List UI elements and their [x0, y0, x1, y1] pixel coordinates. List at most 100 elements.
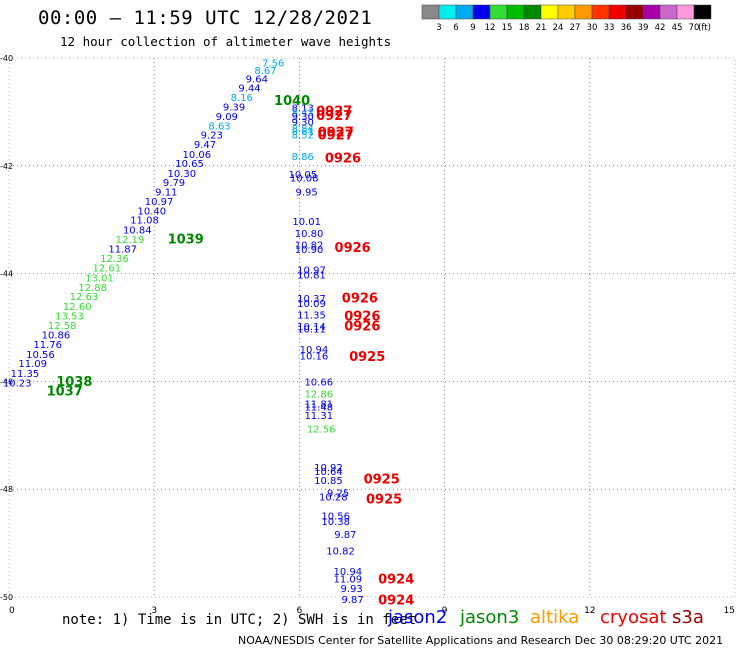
- data-point-label: 11.09: [18, 359, 47, 370]
- y-tick-label: -44: [0, 270, 13, 279]
- color-scale-label: 18: [519, 23, 530, 33]
- data-point-label: 12.63: [70, 292, 99, 303]
- color-scale-label: 70: [689, 23, 700, 33]
- data-point-label: 10.80: [295, 229, 324, 240]
- annotation-label: 0927: [318, 125, 354, 140]
- annotation-label: 1038: [56, 375, 92, 390]
- data-point-label: 10.56: [321, 512, 350, 523]
- data-point-label: 9.30: [292, 112, 314, 123]
- data-point-label: 9.25: [327, 488, 349, 499]
- data-point-label: 11.48: [304, 403, 333, 414]
- data-point-label: 10.56: [26, 350, 55, 361]
- data-point-label: 10.92: [314, 463, 343, 474]
- color-scale-swatch: [574, 4, 593, 20]
- color-scale-label: 30: [587, 23, 598, 33]
- data-point-label: 12.61: [92, 264, 121, 275]
- data-point-label: 12.58: [48, 321, 77, 332]
- data-point-label: 10.84: [123, 225, 152, 236]
- color-scale-swatch: [659, 4, 678, 20]
- data-point-label: 11.76: [33, 340, 62, 351]
- data-point-label: 10.64: [314, 467, 343, 478]
- color-scale-swatch: [608, 4, 627, 20]
- color-scale-swatch: [591, 4, 610, 20]
- data-point-label: 10.16: [300, 352, 329, 363]
- data-point-label: 9.11: [155, 188, 177, 199]
- x-tick-label: 6: [297, 606, 303, 616]
- data-point-label: 10.65: [175, 159, 204, 170]
- color-scale-label: 39: [638, 23, 649, 33]
- data-point-label: 8.67: [254, 66, 276, 77]
- data-point-label: 10.38: [321, 517, 350, 528]
- y-tick-label: -42: [0, 162, 13, 171]
- color-scale-swatch: [642, 4, 661, 20]
- data-point-label: 10.97: [145, 197, 174, 208]
- plot-frame: [8, 57, 736, 598]
- data-point-label: 10.94: [300, 345, 329, 356]
- color-scale-label: (ft): [698, 23, 711, 33]
- data-point-label: 8.84: [292, 124, 314, 135]
- color-scale-swatch: [455, 4, 474, 20]
- color-scale-label: 12: [485, 23, 496, 33]
- x-tick-label: 15: [724, 606, 735, 616]
- data-point-label: 10.28: [319, 493, 348, 504]
- annotation-label: 0926: [335, 241, 371, 256]
- data-point-label: 10.30: [167, 169, 196, 180]
- data-point-label: 10.23: [3, 378, 32, 389]
- data-point-label: 9.95: [296, 188, 318, 199]
- data-point-label: 9.79: [163, 178, 185, 189]
- annotation-label: 0925: [349, 350, 385, 365]
- data-point-label: 10.82: [326, 547, 355, 558]
- y-tick-label: -50: [0, 593, 13, 602]
- satellite-s3a-label: s3a: [672, 607, 704, 628]
- color-scale-label: 36: [621, 23, 632, 33]
- data-point-label: 9.30: [292, 118, 314, 129]
- data-point-label: 10.97: [297, 265, 326, 276]
- color-scale-swatch: [472, 4, 491, 20]
- data-point-label: 11.31: [304, 411, 333, 422]
- color-scale-label: 9: [470, 23, 475, 33]
- y-tick-label: -46: [0, 377, 13, 386]
- color-scale-swatch: [693, 4, 712, 20]
- data-point-label: 10.01: [292, 217, 321, 228]
- data-point-label: 11.35: [297, 311, 326, 322]
- color-scale-label: 42: [655, 23, 666, 33]
- data-point-label: 10.09: [297, 299, 326, 310]
- color-scale-swatch: [506, 4, 525, 20]
- x-tick-label: 0: [9, 606, 15, 616]
- color-scale-label: 3: [436, 23, 441, 33]
- data-point-label: 11.09: [333, 575, 362, 586]
- satellite-jason3-label: jason3: [460, 607, 520, 628]
- data-point-label: 9.47: [194, 140, 216, 151]
- data-point-label: 10.11: [297, 325, 326, 336]
- color-scale-swatch: [676, 4, 695, 20]
- footer-note: note: 1) Time is in UTC; 2) SWH is in fe…: [62, 612, 417, 628]
- data-point-label: 10.06: [182, 150, 211, 161]
- annotation-label: 0927: [316, 104, 352, 119]
- data-point-label: 9.23: [201, 131, 223, 142]
- chart-title: 00:00 – 11:59 UTC 12/28/2021: [38, 7, 373, 29]
- annotation-label: 0927: [318, 129, 354, 144]
- color-scale-label: 27: [570, 23, 581, 33]
- x-tick-label: 12: [584, 606, 595, 616]
- data-point-label: 8.13: [292, 104, 314, 115]
- x-tick-label: 3: [151, 606, 157, 616]
- data-point-label: 10.08: [290, 174, 319, 185]
- data-point-label: 11.08: [130, 216, 159, 227]
- color-scale-swatch: [557, 4, 576, 20]
- annotation-label: 0924: [378, 594, 414, 609]
- data-point-label: 8.16: [231, 93, 253, 104]
- annotation-label: 0925: [366, 492, 402, 507]
- satellite-cryosat-label: cryosat: [600, 607, 667, 628]
- data-point-label: 8.86: [292, 152, 314, 163]
- annotation-label: 0926: [325, 152, 361, 167]
- satellite-altika-label: altika: [530, 607, 580, 628]
- annotation-label: 0924: [378, 573, 414, 588]
- data-point-label: 10.66: [304, 377, 333, 388]
- data-point-label: 10.14: [297, 322, 326, 333]
- annotation-label: 0926: [342, 291, 378, 306]
- data-point-label: 10.82: [295, 240, 324, 251]
- data-point-label: 9.39: [223, 103, 245, 114]
- data-point-label: 10.81: [297, 271, 326, 282]
- color-scale-swatch: [438, 4, 457, 20]
- data-point-label: 9.87: [334, 530, 356, 541]
